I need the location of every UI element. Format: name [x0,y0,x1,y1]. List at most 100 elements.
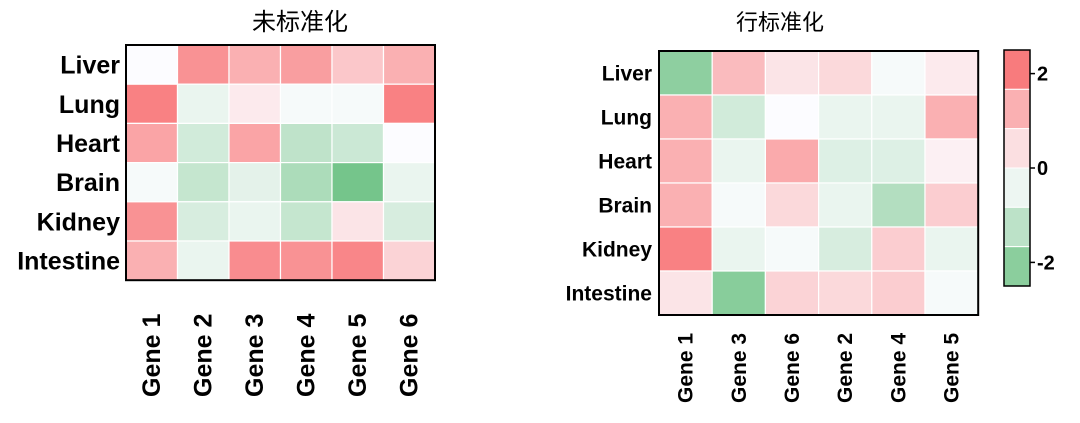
row-label: Liver [602,63,652,86]
heatmap-cell [331,122,385,164]
colorbar-band [1003,49,1031,90]
heatmap-cell [279,122,333,164]
column-label: Gene 5 [941,333,964,403]
colorbar-tick-label: -2 [1037,252,1055,274]
heatmap-cell [658,94,713,140]
heatmap-cell [331,162,385,203]
heatmap-cell [331,44,385,85]
heatmap-cell [711,182,767,228]
heatmap-cell [817,270,873,316]
heatmap-cell [176,162,230,203]
colorbar: 2 0 -2 [1003,49,1055,287]
heatmap-cell [817,94,873,140]
heatmap-cell [711,94,767,140]
heatmap-cell [279,201,333,242]
row-label: Intestine [17,248,120,276]
chart-title: 未标准化 [252,8,348,36]
heatmap-cell [871,182,926,228]
heatmap-cell [125,122,179,164]
row-label: Brain [56,169,120,197]
colorbar-band [1003,128,1031,169]
plot-frame [658,50,980,316]
heatmap-cell [817,182,873,228]
heatmap-cell [125,201,179,242]
chart-title: 行标准化 [736,11,824,36]
heatmap-cell [764,270,820,316]
heatmap-cell [871,138,926,184]
heatmap-cell [228,83,282,124]
column-label: Gene 3 [728,333,751,403]
heatmap-cell [817,138,873,184]
heatmap-cell [764,226,820,272]
row-label: Brain [598,195,652,218]
colorbar-band [1003,88,1031,130]
column-label: Gene 4 [887,333,910,403]
column-label: Gene 5 [344,314,372,397]
row-label: Heart [598,151,652,174]
heatmap-cell [176,44,230,85]
heatmap-cell [817,226,873,272]
heatmap-cell [764,50,820,96]
heatmap-cell [924,182,979,228]
column-label: Gene 3 [241,314,269,397]
column-label: Gene 4 [292,314,320,397]
colorbar-band [1003,246,1031,287]
row-label: Kidney [582,239,652,262]
heatmap-cell [125,44,179,85]
heatmap-cell [924,226,979,272]
heatmap-cell [279,44,333,85]
heatmap-cell [658,138,713,184]
heatmap-cell [871,270,926,316]
heatmap-cell [924,270,979,316]
heatmap-cell [382,240,436,281]
heatmap-cell [711,270,767,316]
row-label: Lung [59,91,120,119]
heatmap-cell [228,44,282,85]
heatmap-cell [331,83,385,124]
heatmap-cell [331,240,385,281]
heatmap-cell [382,122,436,164]
heatmap-cell [382,83,436,124]
heatmap-cell [279,162,333,203]
heatmap-cell [125,240,179,281]
heatmap-cell [228,122,282,164]
heatmap-cell [924,94,979,140]
heatmap-cell [176,83,230,124]
heatmap-cell [331,201,385,242]
heatmap-cell [924,50,979,96]
heatmap-cell [279,83,333,124]
heatmap-cell [382,162,436,203]
heatmap-cell [871,226,926,272]
colorbar-band [1003,167,1031,208]
colorbar-band [1003,206,1031,248]
row-label: Heart [56,130,121,158]
heatmap-cell [279,240,333,281]
heatmap-cell [924,138,979,184]
heatmap-cell [382,201,436,242]
colorbar-tick-label: 0 [1037,158,1048,180]
column-label: Gene 1 [675,333,698,403]
heatmap-cell [871,94,926,140]
heatmap-cell [228,162,282,203]
heatmap-cell [176,122,230,164]
heatmap-cell [228,240,282,281]
column-label: Gene 6 [781,333,804,403]
row-label: Kidney [37,208,120,236]
plot-frame [125,44,436,282]
column-label: Gene 2 [189,314,217,397]
heatmap-cell [658,270,713,316]
heatmap-cell [817,50,873,96]
row-label: Intestine [566,283,652,306]
colorbar-tick-label: 2 [1037,64,1048,86]
heatmap-cell [125,83,179,124]
row-label: Lung [601,107,652,130]
heatmap-cell [871,50,926,96]
heatmap-cell [711,138,767,184]
heatmap-row-normalized: 行标准化 Liver Lung Heart Brain Kidney Intestine Ge… [566,11,980,403]
heatmap-cell [658,182,713,228]
heatmap-cell [176,240,230,281]
column-label: Gene 2 [834,333,857,403]
heatmap-cell [228,201,282,242]
heatmap-cell [658,226,713,272]
heatmap-cell [764,182,820,228]
